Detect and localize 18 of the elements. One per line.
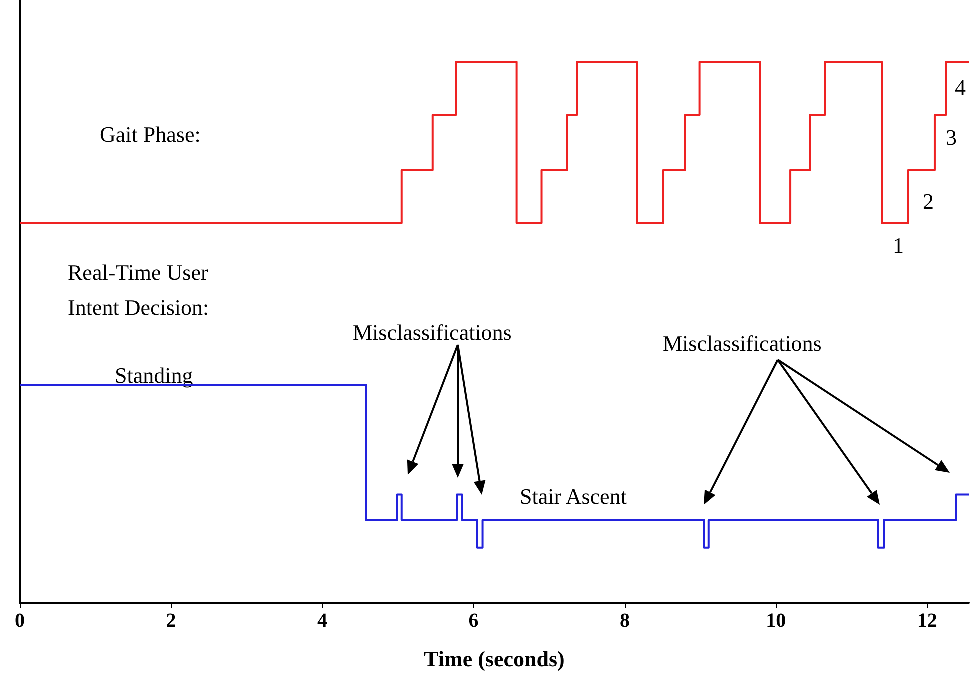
annotation: 3 (946, 125, 957, 150)
x-tick-label: 0 (15, 610, 25, 632)
annotation: Real-Time User Intent Decision: (68, 260, 214, 320)
x-axis-title: Time (seconds) (424, 646, 565, 672)
annotation: 1 (893, 233, 904, 258)
annotation: 4 (955, 75, 966, 100)
x-tick-label: 4 (317, 610, 328, 632)
x-tick-label: 6 (468, 610, 479, 632)
x-tick-label: 8 (620, 610, 630, 632)
x-tick-label: 12 (917, 610, 938, 632)
annotation: Standing (115, 363, 194, 388)
annotation: Stair Ascent (520, 484, 627, 509)
annotation: Misclassifications (353, 320, 512, 345)
x-tick-label: 2 (166, 610, 176, 632)
annotation: Misclassifications (663, 331, 822, 356)
annotation: 2 (923, 189, 934, 214)
annotation: Gait Phase: (100, 122, 201, 147)
x-tick-label: 10 (766, 610, 786, 632)
